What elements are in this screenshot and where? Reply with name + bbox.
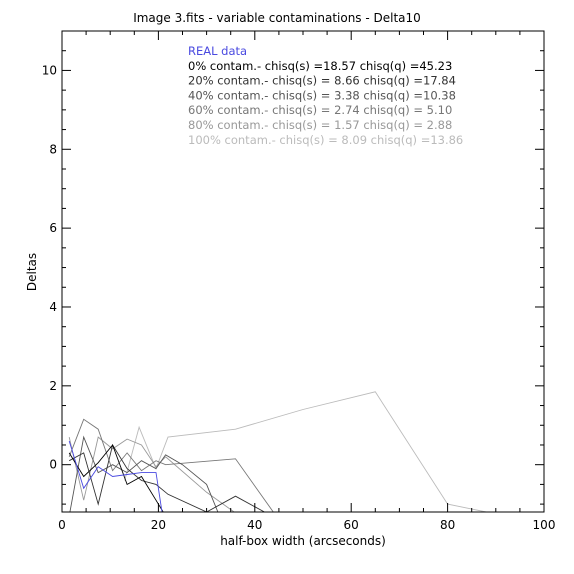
- legend-entry: 40% contam.- chisq(s) = 3.38 chisq(q) =1…: [188, 88, 456, 102]
- legend-entry: 60% contam.- chisq(s) = 2.74 chisq(q) = …: [188, 103, 452, 117]
- y-tick-label: 6: [49, 221, 57, 235]
- y-axis-label: Deltas: [25, 253, 39, 291]
- y-tick-label: 2: [49, 379, 57, 393]
- series-line: [68, 444, 164, 512]
- series-line: [69, 435, 219, 512]
- x-tick-label: 40: [247, 518, 262, 532]
- legend-entry: 100% contam.- chisq(s) = 8.09 chisq(q) =…: [188, 133, 463, 147]
- series-layer: [68, 391, 487, 512]
- series-line: [68, 418, 274, 512]
- x-axis-label: half-box width (arcseconds): [220, 534, 386, 548]
- series-line: [68, 440, 163, 512]
- legend-entry: 20% contam.- chisq(s) = 8.66 chisq(q) =1…: [188, 74, 456, 88]
- x-tick-label: 0: [58, 518, 66, 532]
- x-tick-label: 100: [533, 518, 556, 532]
- y-tick-label: 10: [42, 63, 57, 77]
- x-tick-label: 20: [151, 518, 166, 532]
- series-line: [68, 443, 266, 512]
- axes-layer: 0 20 40 60 80 100 0 2 4 6 8 10: [42, 30, 556, 532]
- chart-title: Image 3.fits - variable contaminations -…: [133, 11, 421, 25]
- x-tick-label: 80: [440, 518, 455, 532]
- x-tick-label: 60: [344, 518, 359, 532]
- legend-entry: REAL data: [188, 44, 247, 58]
- y-tick-label: 0: [49, 458, 57, 472]
- series-line: [68, 436, 235, 512]
- legend-entry: 80% contam.- chisq(s) = 1.57 chisq(q) = …: [188, 118, 452, 132]
- series-line: [124, 391, 487, 512]
- y-tick-label: 8: [49, 142, 57, 156]
- legend-entry: 0% contam.- chisq(s) =18.57 chisq(q) =45…: [188, 59, 452, 73]
- y-tick-label: 4: [49, 300, 57, 314]
